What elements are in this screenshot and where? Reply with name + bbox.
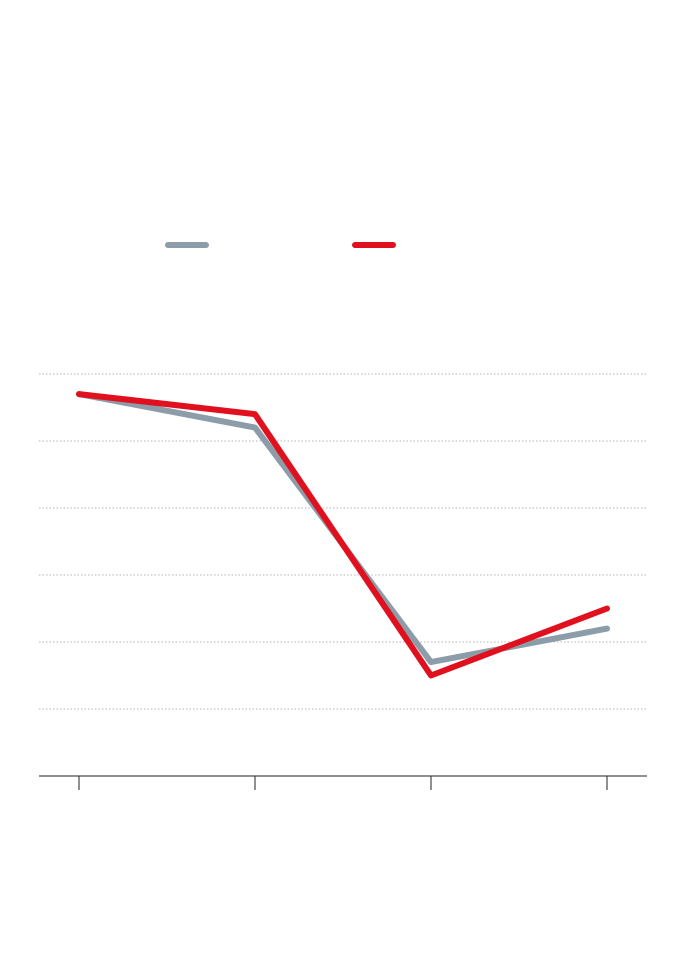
legend-item-series-1	[165, 235, 217, 255]
legend-swatch-series-2	[352, 242, 396, 248]
x-axis	[39, 775, 647, 790]
series-line-2	[76, 391, 610, 679]
legend-item-series-2	[352, 235, 404, 255]
series-line-1	[76, 391, 610, 666]
series-lines	[76, 391, 610, 679]
legend-swatch-series-1	[165, 242, 209, 248]
legend	[0, 235, 700, 255]
